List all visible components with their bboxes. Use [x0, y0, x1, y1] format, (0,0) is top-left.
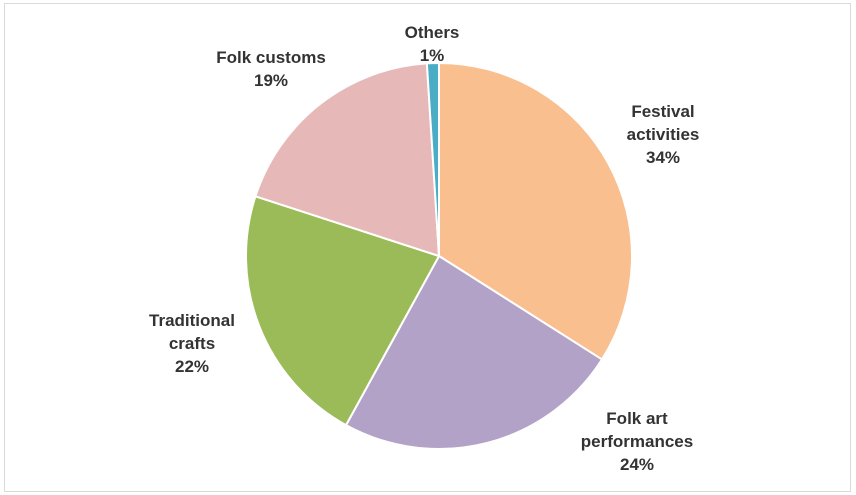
pie-slices [245, 61, 633, 450]
slice-labels: Festival activities 34% Folk art performance… [149, 23, 699, 474]
slice-name-line: Others [405, 23, 460, 42]
slice-name-line: crafts [169, 334, 215, 353]
slice-percent: 34% [646, 148, 680, 167]
slice-label-festival-activities: Festival activities 34% [627, 102, 700, 167]
slice-percent: 19% [254, 71, 288, 90]
pie-slice-folk-customs [254, 62, 440, 257]
pie-slice-others [425, 61, 440, 257]
slice-name-line: activities [627, 125, 700, 144]
slice-label-folk-art-performances: Folk art performances 24% [581, 409, 693, 474]
slice-percent: 24% [620, 455, 654, 474]
slice-label-folk-customs: Folk customs 19% [216, 48, 326, 90]
slice-label-others: Others 1% [405, 23, 460, 65]
slice-name-line: Festival [631, 102, 694, 121]
pie-slice-traditional-crafts [245, 195, 440, 427]
slice-name-line: performances [581, 432, 693, 451]
slice-label-traditional-crafts: Traditional crafts 22% [149, 311, 235, 376]
slice-percent: 1% [420, 46, 445, 65]
slice-name-line: Folk customs [216, 48, 326, 67]
slice-name-line: Traditional [149, 311, 235, 330]
slice-name-line: Folk art [606, 409, 668, 428]
slice-percent: 22% [175, 357, 209, 376]
pie-slice-festival-activities [438, 62, 633, 361]
pie-slice-folk-art-performances [345, 255, 603, 450]
